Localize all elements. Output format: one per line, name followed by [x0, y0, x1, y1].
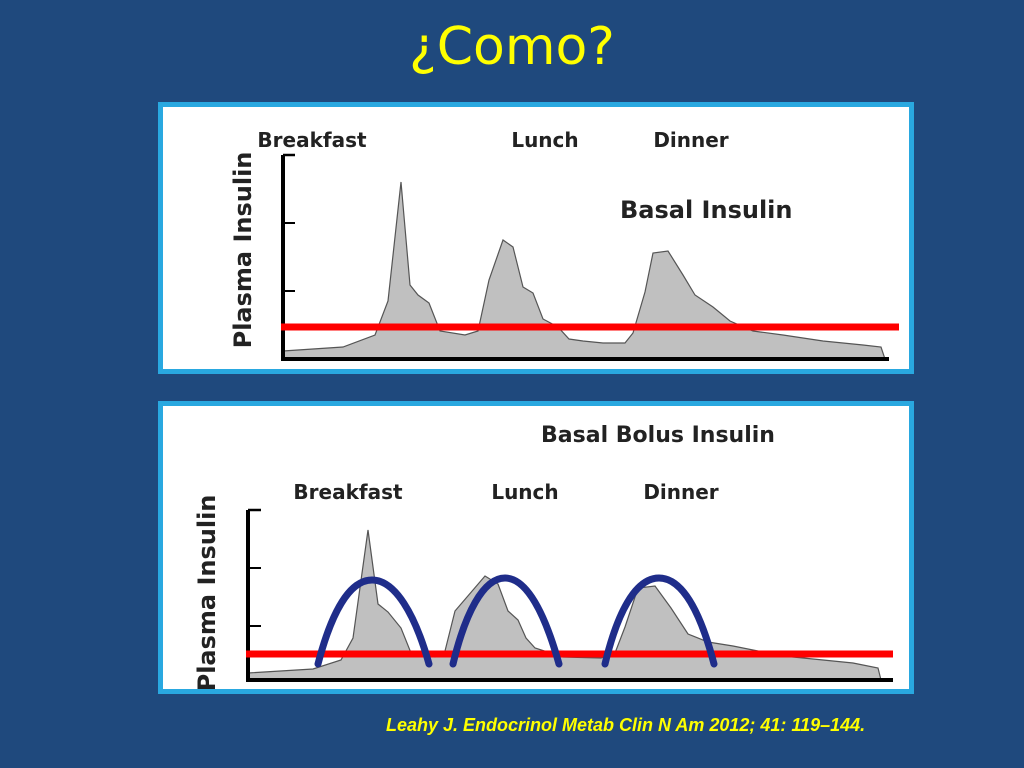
slide-title: ¿Como?	[409, 17, 615, 77]
bolus-arc-breakfast	[314, 576, 433, 668]
meal-label-dinner: Dinner	[643, 480, 718, 504]
meal-label-dinner: Dinner	[653, 128, 728, 152]
y-axis-label: Plasma Insulin	[229, 152, 257, 349]
y-axis-label: Plasma Insulin	[193, 495, 221, 689]
basal-insulin-panel: Breakfast Lunch Dinner Basal Insulin Pla…	[158, 102, 914, 374]
bolus-arc-lunch	[449, 574, 563, 668]
meal-label-lunch: Lunch	[511, 128, 578, 152]
meal-label-breakfast: Breakfast	[293, 480, 403, 504]
basal-bolus-insulin-panel: Basal Bolus Insulin Breakfast Lunch Dinn…	[158, 401, 914, 694]
basal-insulin-annotation: Basal Insulin	[620, 196, 792, 224]
citation: Leahy J. Endocrinol Metab Clin N Am 2012…	[386, 715, 866, 735]
meal-label-lunch: Lunch	[491, 480, 558, 504]
plasma-insulin-curve	[282, 181, 886, 360]
bolus-arc-dinner	[601, 574, 718, 668]
basal-bolus-insulin-diagram: Basal Bolus Insulin Breakfast Lunch Dinn…	[193, 423, 893, 689]
meal-label-breakfast: Breakfast	[257, 128, 367, 152]
basal-bolus-heading: Basal Bolus Insulin	[541, 423, 775, 448]
basal-insulin-diagram: Breakfast Lunch Dinner Basal Insulin Pla…	[229, 128, 899, 361]
